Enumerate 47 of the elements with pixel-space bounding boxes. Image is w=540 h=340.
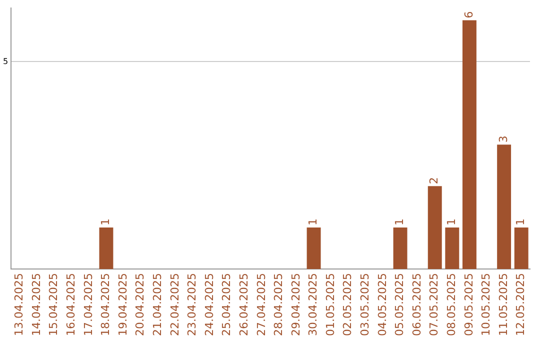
x-tick-label: 19.04.2025 — [116, 273, 130, 336]
data-label: 1 — [514, 218, 528, 226]
bar — [428, 186, 442, 270]
data-label: 1 — [99, 218, 112, 226]
x-tick-label: 27.04.2025 — [254, 273, 268, 336]
x-tick-label: 28.04.2025 — [272, 273, 286, 336]
x-tick-label: 07.05.2025 — [428, 273, 441, 336]
bar — [99, 228, 114, 270]
data-label: 6 — [462, 11, 476, 18]
x-tick-label: 29.04.2025 — [289, 273, 302, 336]
bar — [462, 20, 476, 270]
data-label: 1 — [306, 218, 320, 226]
data-label: 1 — [445, 218, 458, 226]
bar — [306, 228, 321, 270]
x-tick-label: 03.05.2025 — [358, 273, 372, 336]
data-label: 1 — [393, 218, 406, 226]
bar — [445, 228, 460, 270]
x-tick-label: 24.04.2025 — [202, 273, 216, 336]
x-tick-label: 11.05.2025 — [496, 273, 510, 336]
x-tick-label: 15.04.2025 — [47, 273, 60, 336]
x-tick-label: 22.04.2025 — [168, 273, 182, 336]
x-tick-label: 08.05.2025 — [445, 273, 458, 336]
data-label: 3 — [496, 136, 510, 143]
x-tick-label: 09.05.2025 — [462, 273, 476, 336]
bar — [497, 144, 512, 270]
x-tick-label: 25.04.2025 — [220, 273, 234, 336]
x-tick-label: 13.04.2025 — [12, 273, 26, 336]
x-tick-label: 04.05.2025 — [376, 273, 389, 336]
x-tick-label: 01.05.2025 — [324, 273, 337, 336]
x-tick-label: 06.05.2025 — [410, 273, 424, 336]
x-tick-label: 20.04.2025 — [134, 273, 147, 336]
x-tick-label: 14.04.2025 — [30, 273, 43, 336]
x-tick-label: 16.04.2025 — [64, 273, 78, 336]
x-tick-label: 10.05.2025 — [480, 273, 493, 336]
x-tick-label: 18.04.2025 — [99, 273, 112, 336]
bar — [514, 228, 528, 270]
data-label: 2 — [428, 177, 441, 184]
x-tick-label: 02.05.2025 — [341, 273, 354, 336]
x-tick-label: 17.04.2025 — [82, 273, 95, 336]
bar — [393, 228, 408, 270]
y-tick-label: 5 — [2, 56, 8, 66]
x-tick-label: 12.05.2025 — [514, 273, 528, 336]
x-tick-label: 21.04.2025 — [150, 273, 164, 336]
x-tick-label: 05.05.2025 — [393, 273, 406, 336]
x-tick-label: 30.04.2025 — [306, 273, 320, 336]
x-tick-label: 23.04.2025 — [186, 273, 199, 336]
x-tick-label: 26.04.2025 — [237, 273, 250, 336]
